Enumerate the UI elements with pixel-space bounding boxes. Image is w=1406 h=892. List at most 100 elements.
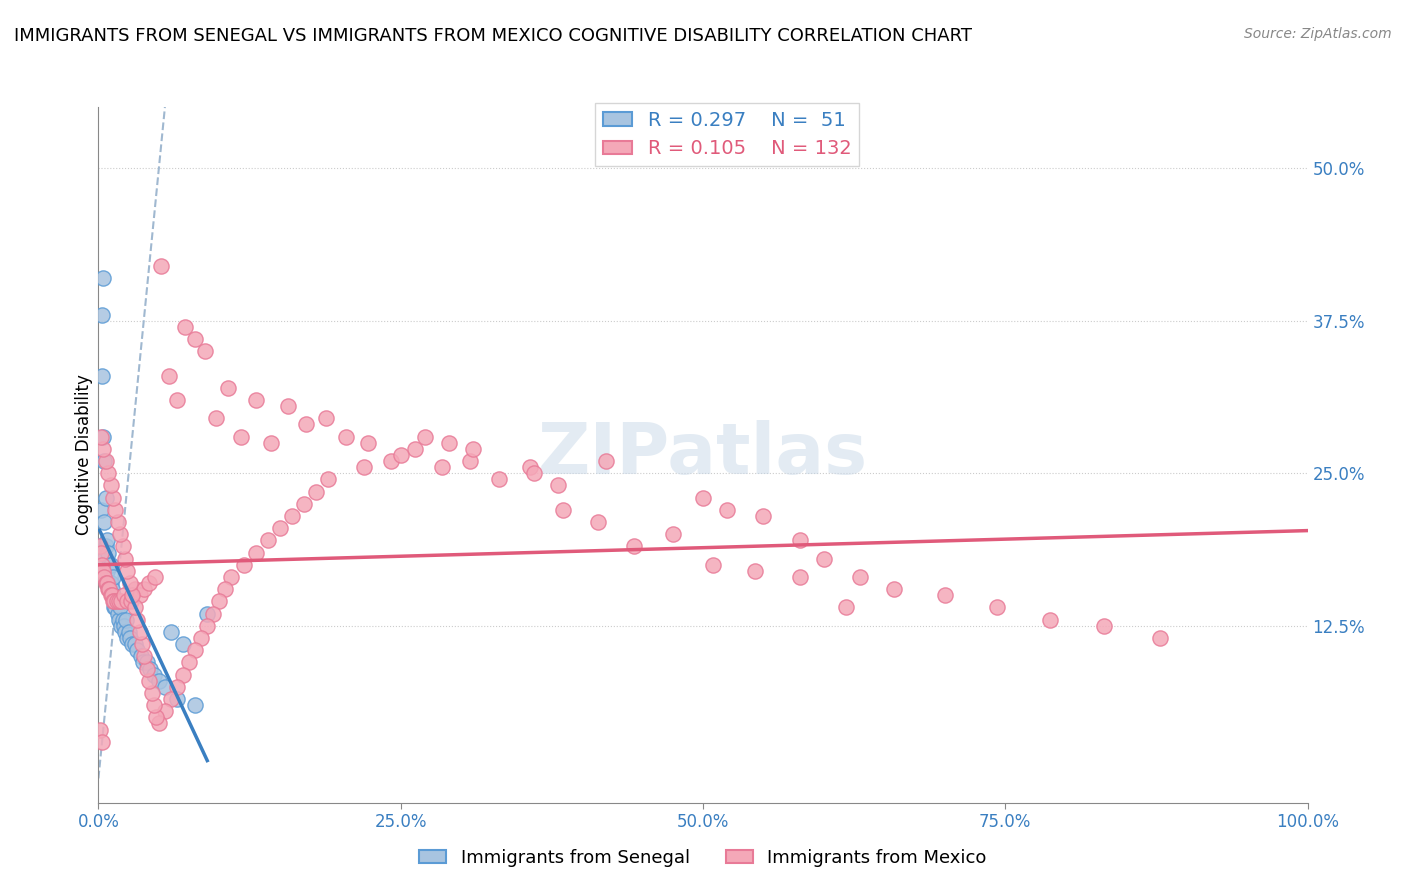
Point [124, 637, 146, 651]
Point [100, 478, 122, 492]
Point [124, 582, 146, 597]
Point [129, 649, 152, 664]
Point [166, 680, 188, 694]
Point [138, 673, 160, 688]
Point [127, 643, 149, 657]
Point [96, 576, 118, 591]
Point [404, 442, 426, 456]
Point [623, 540, 645, 554]
Text: Source: ZipAtlas.com: Source: ZipAtlas.com [1244, 27, 1392, 41]
Point [160, 624, 183, 639]
Point [458, 454, 481, 468]
Point [134, 649, 156, 664]
Point [353, 460, 375, 475]
Point [118, 576, 141, 591]
Point [153, 704, 176, 718]
Point [104, 503, 127, 517]
Point [131, 637, 153, 651]
Point [1039, 613, 1062, 627]
Point [117, 594, 139, 608]
Point [174, 319, 197, 334]
Point [413, 429, 436, 443]
Point [94, 540, 117, 554]
Point [551, 503, 574, 517]
Point [789, 570, 811, 584]
Point [105, 594, 128, 608]
Point [91, 558, 114, 572]
Point [214, 582, 236, 597]
Point [98, 582, 121, 597]
Point [292, 497, 315, 511]
Point [1094, 619, 1116, 633]
Point [105, 594, 128, 608]
Point [124, 600, 146, 615]
Point [172, 637, 194, 651]
Point [96, 564, 118, 578]
Point [100, 576, 122, 591]
Point [91, 308, 114, 322]
Point [184, 698, 207, 713]
Point [789, 533, 811, 548]
Point [100, 588, 122, 602]
Point [184, 643, 207, 657]
Point [232, 558, 254, 572]
Point [91, 735, 114, 749]
Point [316, 472, 339, 486]
Point [184, 332, 207, 346]
Point [217, 381, 239, 395]
Point [595, 454, 617, 468]
Point [172, 667, 194, 681]
Point [208, 594, 231, 608]
Point [744, 564, 766, 578]
Point [100, 558, 122, 572]
Point [135, 661, 157, 675]
Point [128, 588, 150, 602]
Point [97, 576, 120, 591]
Legend: Immigrants from Senegal, Immigrants from Mexico: Immigrants from Senegal, Immigrants from… [412, 842, 994, 874]
Point [108, 600, 131, 615]
Point [97, 467, 120, 481]
Point [190, 631, 212, 645]
Point [107, 515, 129, 529]
Point [104, 600, 127, 615]
Point [1149, 631, 1171, 645]
Point [150, 259, 173, 273]
Point [115, 613, 138, 627]
Point [89, 540, 111, 554]
Point [101, 570, 124, 584]
Point [145, 710, 167, 724]
Point [166, 692, 188, 706]
Point [135, 656, 157, 670]
Point [128, 624, 150, 639]
Point [357, 435, 380, 450]
Point [834, 600, 856, 615]
Point [101, 491, 124, 505]
Point [114, 624, 136, 639]
Point [108, 527, 131, 541]
Point [752, 508, 775, 523]
Point [160, 692, 183, 706]
Point [114, 551, 136, 566]
Point [245, 392, 267, 407]
Point [111, 613, 134, 627]
Point [204, 411, 226, 425]
Point [91, 368, 114, 383]
Point [202, 607, 225, 621]
Point [849, 570, 872, 584]
Point [97, 545, 120, 559]
Point [108, 594, 131, 608]
Point [883, 582, 905, 597]
Point [93, 515, 115, 529]
Point [547, 478, 569, 492]
Point [91, 442, 114, 456]
Point [90, 503, 112, 517]
Point [94, 454, 117, 468]
Point [523, 467, 546, 481]
Point [143, 667, 166, 681]
Point [111, 540, 134, 554]
Point [813, 551, 835, 566]
Point [93, 570, 115, 584]
Point [437, 435, 460, 450]
Point [127, 613, 149, 627]
Point [488, 472, 510, 486]
